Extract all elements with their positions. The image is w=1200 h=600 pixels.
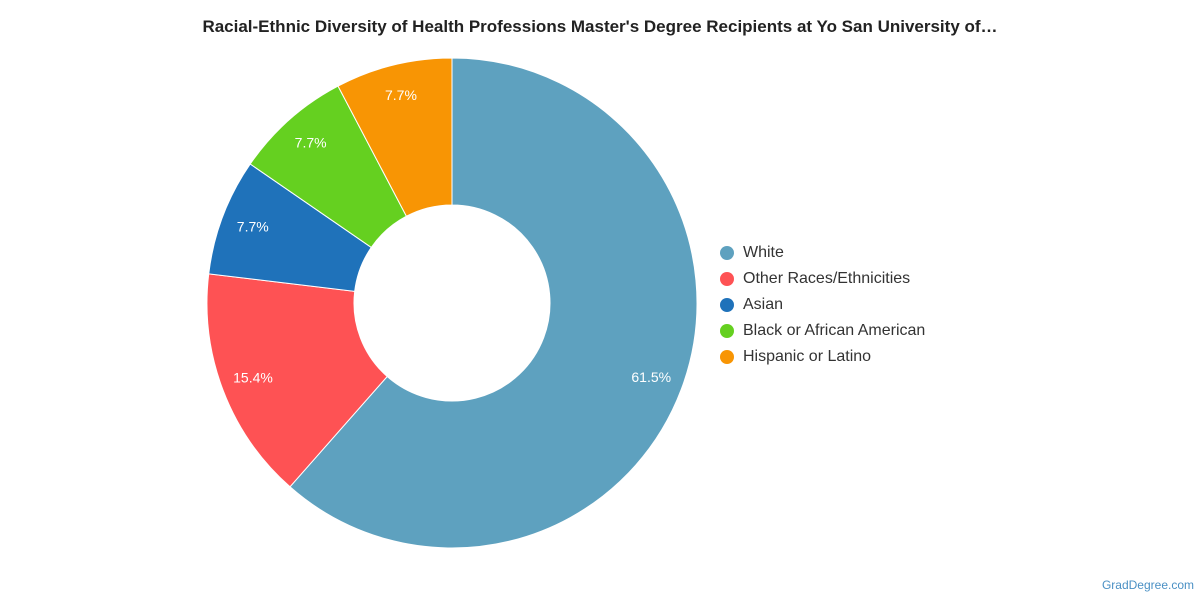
legend-label: Black or African American bbox=[743, 322, 926, 339]
legend-item-hispanic-or-latino[interactable]: Hispanic or Latino bbox=[720, 344, 925, 370]
labels-layer: 61.5% 15.4% 7.7% 7.7% 7.7% bbox=[233, 87, 671, 386]
slices-layer bbox=[206, 57, 698, 549]
slice-label-hispanic-or-latino: 7.7% bbox=[385, 87, 417, 103]
slice-label-white: 61.5% bbox=[631, 369, 671, 385]
legend-item-other-races-ethnicities[interactable]: Other Races/Ethnicities bbox=[720, 266, 925, 292]
legend-label: Asian bbox=[743, 296, 784, 313]
legend-label: White bbox=[743, 244, 784, 261]
legend-swatch bbox=[720, 324, 734, 338]
legend-item-asian[interactable]: Asian bbox=[720, 292, 925, 318]
credit-link[interactable]: GradDegree.com bbox=[1101, 578, 1194, 592]
legend-label: Hispanic or Latino bbox=[743, 348, 872, 365]
legend-label: Other Races/Ethnicities bbox=[743, 270, 911, 287]
legend-swatch bbox=[720, 272, 734, 286]
slice-label-black-or-african-american: 7.7% bbox=[295, 134, 327, 150]
slice-other-races-ethnicities[interactable] bbox=[206, 273, 388, 488]
slice-label-asian: 7.7% bbox=[237, 218, 269, 234]
legend-swatch bbox=[720, 298, 734, 312]
legend-swatch bbox=[720, 246, 734, 260]
slice-white[interactable] bbox=[289, 57, 698, 549]
chart-title: Racial-Ethnic Diversity of Health Profes… bbox=[202, 17, 998, 36]
legend-item-black-or-african-american[interactable]: Black or African American bbox=[720, 318, 925, 344]
slice-label-other-races-ethnicities: 15.4% bbox=[233, 370, 273, 386]
legend-swatch bbox=[720, 350, 734, 364]
slice-hispanic-or-latino[interactable] bbox=[337, 57, 453, 217]
legend: White Other Races/Ethnicities Asian Black o… bbox=[720, 240, 925, 370]
legend-item-white[interactable]: White bbox=[720, 240, 925, 266]
